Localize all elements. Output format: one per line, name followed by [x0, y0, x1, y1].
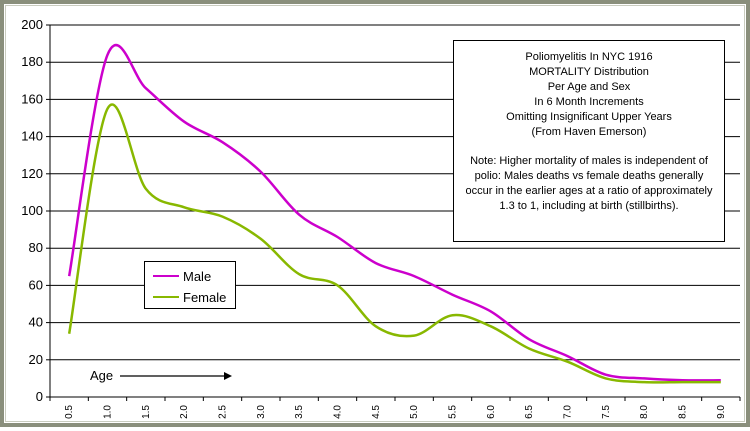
- x-tick-label-3.0: 3.0: [256, 405, 267, 419]
- info-title-line-2: MORTALITY Distribution: [529, 66, 649, 78]
- y-tick-label-80: 80: [29, 240, 43, 255]
- chart-legend: Male Female: [144, 261, 236, 309]
- x-axis-label: Age: [90, 368, 114, 383]
- info-title-line-6: (From Haven Emerson): [531, 126, 647, 138]
- x-tick-label-1.0: 1.0: [103, 405, 114, 419]
- legend-item-male: Male: [153, 268, 211, 284]
- series-line-male: [67, 44, 721, 382]
- y-tick-label-100: 100: [21, 203, 43, 218]
- info-note: Note: Higher mortality of males is indep…: [465, 155, 713, 212]
- x-tick-label-4.0: 4.0: [333, 405, 344, 419]
- y-tick-label-160: 160: [21, 91, 43, 106]
- info-title-line-4: In 6 Month Increments: [534, 96, 644, 108]
- x-tick-label-4.5: 4.5: [371, 405, 382, 419]
- x-tick-label-6.0: 6.0: [486, 405, 497, 419]
- y-tick-label-120: 120: [21, 166, 43, 181]
- y-tick-label-140: 140: [21, 129, 43, 144]
- legend-swatch-female: [153, 296, 179, 298]
- x-tick-label-7.0: 7.0: [563, 405, 574, 419]
- x-tick-label-3.5: 3.5: [294, 405, 305, 419]
- age-arrow-head: [224, 372, 232, 380]
- legend-label-male: Male: [183, 268, 212, 284]
- legend-swatch-male: [153, 275, 179, 277]
- y-tick-label-200: 200: [21, 17, 43, 32]
- chart-info-box: Poliomyelitis In NYC 1916 MORTALITY Dist…: [453, 40, 725, 242]
- x-tick-label-8.0: 8.0: [639, 405, 650, 419]
- x-tick-label-6.5: 6.5: [524, 405, 535, 419]
- y-tick-label-20: 20: [29, 352, 43, 367]
- x-tick-label-5.5: 5.5: [448, 405, 459, 419]
- x-tick-label-5.0: 5.0: [409, 405, 420, 419]
- info-title-line-3: Per Age and Sex: [547, 81, 631, 93]
- y-tick-label-180: 180: [21, 54, 43, 69]
- x-tick-label-0.5: 0.5: [64, 405, 75, 419]
- chart-canvas: 0 20 40 60 80 100 120 140 160 180 200 0.5 1.0 1.5 2.0 2…: [21, 17, 741, 419]
- series-line-female: [67, 103, 721, 384]
- x-tick-label-2.0: 2.0: [179, 405, 190, 419]
- info-title-line-5: Omitting Insignificant Upper Years: [506, 111, 672, 123]
- legend-item-female: Female: [153, 289, 226, 305]
- x-tick-label-7.5: 7.5: [601, 405, 612, 419]
- legend-label-female: Female: [183, 289, 227, 305]
- x-tick-label-1.5: 1.5: [141, 405, 152, 419]
- y-tick-label-60: 60: [29, 277, 43, 292]
- x-tick-label-2.5: 2.5: [218, 405, 229, 419]
- y-tick-label-0: 0: [36, 389, 43, 404]
- x-tick-label-8.5: 8.5: [678, 405, 689, 419]
- x-tick-label-9.0: 9.0: [716, 405, 727, 419]
- y-tick-label-40: 40: [29, 315, 43, 330]
- info-title-line-1: Poliomyelitis In NYC 1916: [525, 51, 653, 63]
